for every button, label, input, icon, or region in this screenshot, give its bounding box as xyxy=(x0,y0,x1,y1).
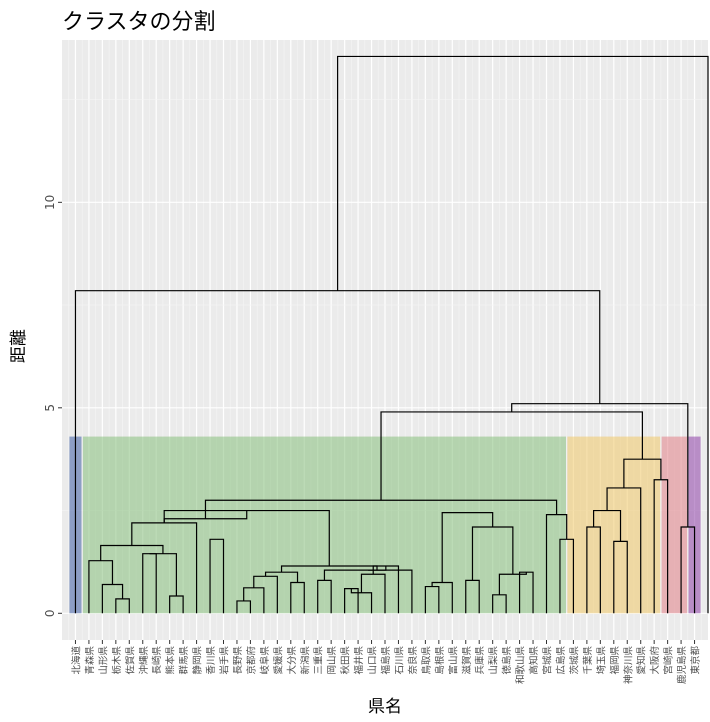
dendrogram-link xyxy=(290,581,305,614)
dendrogram-link xyxy=(317,579,332,614)
x-tick-label: 山形県 xyxy=(97,646,109,675)
x-tick-label: 大分県 xyxy=(286,646,298,675)
x-tick-label: 徳島県 xyxy=(501,646,513,675)
x-tick-label: 愛媛県 xyxy=(272,646,284,675)
dendrogram-link xyxy=(350,588,373,614)
dendrogram-link xyxy=(465,579,480,614)
x-tick-label: 和歌山県 xyxy=(515,646,527,685)
x-tick-label: 鹿児島県 xyxy=(676,646,688,685)
x-tick-label: 埼玉県 xyxy=(595,646,607,675)
cluster-bands xyxy=(69,436,701,614)
x-tick-label: 宮崎県 xyxy=(663,646,675,675)
x-tick-label: 神奈川県 xyxy=(622,646,634,685)
dendrogram-link xyxy=(74,290,601,614)
y-tick-label: 5 xyxy=(43,404,57,412)
dendrogram-link xyxy=(264,571,299,583)
dendrogram-link xyxy=(498,572,527,595)
x-tick-label: 愛知県 xyxy=(636,646,648,675)
cluster-band xyxy=(688,436,701,614)
x-tick-label: 岩手県 xyxy=(219,646,231,675)
x-tick-label: 熊本県 xyxy=(165,646,177,675)
dendrogram-link xyxy=(593,509,622,542)
cluster-band xyxy=(661,436,688,614)
x-tick-label: 鳥取県 xyxy=(420,646,432,675)
dendrogram-link xyxy=(344,588,359,614)
dendrogram-link xyxy=(101,583,124,614)
x-tick-label: 大阪府 xyxy=(649,646,661,675)
x-tick-label: 福島県 xyxy=(380,646,392,675)
chart-title: クラスタの分割 xyxy=(62,10,216,35)
cluster-band xyxy=(82,436,567,614)
x-tick-label: 新潟県 xyxy=(299,646,311,675)
dendrogram-link xyxy=(431,581,453,614)
x-tick-label: 千葉県 xyxy=(582,646,594,675)
dendrogram-link xyxy=(88,560,114,614)
dendrogram-link xyxy=(511,403,689,527)
x-tick-label: 広島県 xyxy=(555,646,567,675)
x-tick-label: 香川県 xyxy=(206,646,217,675)
x-tick-label: 北海道 xyxy=(70,646,82,675)
dendrogram-link xyxy=(209,538,225,614)
y-tick-label: 0 xyxy=(43,609,57,617)
x-tick-label: 長崎県 xyxy=(151,646,163,675)
x-tick-label: 三重県 xyxy=(313,646,325,675)
x-tick-label: 山梨県 xyxy=(488,646,500,675)
dendrogram-link xyxy=(131,522,198,614)
x-tick-label: 富山県 xyxy=(447,646,459,675)
y-axis-label: 距離 xyxy=(9,329,29,363)
x-tick-label: 宮城県 xyxy=(542,646,554,675)
dendrogram-link xyxy=(236,600,252,614)
x-tick-label: 茨城県 xyxy=(568,646,580,675)
x-tick-label: 東京都 xyxy=(690,646,702,675)
y-tick-label: 10 xyxy=(43,195,57,210)
x-axis: 北海道 青森県 山形県 栃木県 佐賀県 沖縄県 長崎県 熊本県 群馬県 静岡県 香川県 岩手県 長野県京… xyxy=(70,640,702,685)
x-tick-label: 岐阜県 xyxy=(259,646,271,675)
x-tick-label: 岡山県 xyxy=(327,646,338,675)
x-tick-label: 福井県 xyxy=(353,646,365,675)
y-axis: 0 5 10 xyxy=(43,195,62,617)
x-tick-label: 山口県 xyxy=(368,646,379,675)
dendrogram-link xyxy=(360,573,386,614)
x-tick-label: 石川県 xyxy=(394,646,405,675)
x-tick-label: 静岡県 xyxy=(192,646,204,675)
x-tick-label: 滋賀県 xyxy=(461,646,473,675)
x-tick-label: 佐賀県 xyxy=(124,646,136,675)
x-tick-label: 福岡県 xyxy=(609,646,621,675)
x-tick-label: 群馬県 xyxy=(178,646,190,675)
x-tick-label: 奈良県 xyxy=(407,646,419,675)
dendrogram-link xyxy=(337,55,709,614)
dendrogram-link xyxy=(368,566,387,571)
x-tick-label: 沖縄県 xyxy=(138,646,150,675)
x-tick-label: 秋田県 xyxy=(340,646,352,675)
x-tick-label: 兵庫県 xyxy=(474,646,486,675)
x-tick-label: 京都府 xyxy=(245,646,257,675)
dendrogram-link xyxy=(149,553,177,597)
dendrogram-link xyxy=(545,514,568,614)
dendrogram-link xyxy=(380,411,643,501)
x-tick-label: 島根県 xyxy=(434,646,446,675)
x-tick-label: 青森県 xyxy=(84,646,96,675)
dendrogram-link xyxy=(441,512,494,583)
x-tick-label: 高知県 xyxy=(528,646,540,675)
dendrogram-links xyxy=(74,55,709,614)
dendrogram-link xyxy=(613,540,628,614)
dendrogram-link xyxy=(142,553,157,614)
x-tick-label: 長野県 xyxy=(233,646,244,675)
x-axis-label: 県名 xyxy=(368,697,402,717)
x-tick-label: 栃木県 xyxy=(111,646,123,675)
